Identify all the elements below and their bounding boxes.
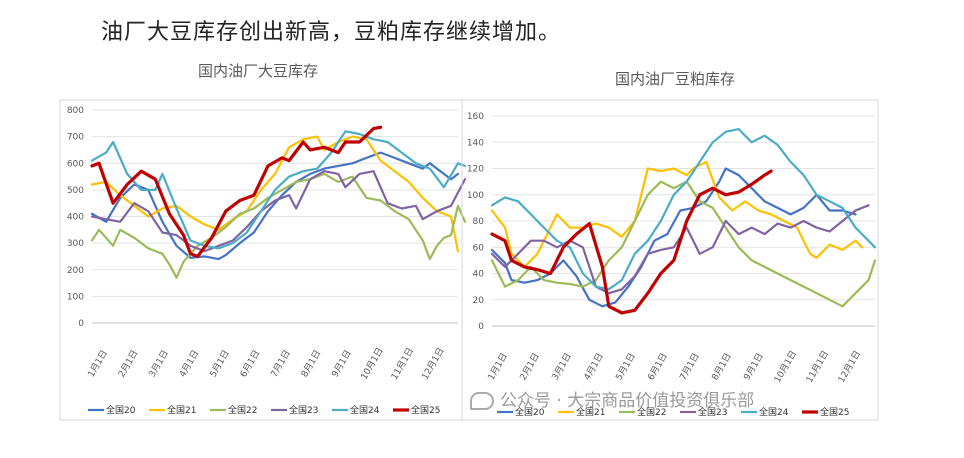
chart-1: 国内油厂大豆库存 0 100 200 300 400 500 600 700 800 1月1日 2月1… xyxy=(59,62,467,421)
y-tick-label: 160 xyxy=(467,112,484,122)
x-tick-label: 9月1日 xyxy=(330,348,354,379)
series-line-全国24 xyxy=(490,128,877,291)
y-tick-label: 80 xyxy=(473,217,485,227)
x-tick-label: 3月1日 xyxy=(550,351,574,382)
legend-label: 全国23 xyxy=(289,404,318,416)
y-tick-label: 100 xyxy=(467,191,484,201)
x-tick-label: 10月1日 xyxy=(772,349,799,385)
x-tick-label: 6月1日 xyxy=(646,351,670,382)
x-tick-label: 1月1日 xyxy=(486,351,510,382)
x-tick-label: 10月1日 xyxy=(359,346,386,382)
series-line-全国20 xyxy=(490,167,857,308)
y-tick-label: 60 xyxy=(473,243,485,253)
x-tick-label: 4月1日 xyxy=(582,351,606,382)
watermark-text: 公众号 · 大宗商品价值投资俱乐部 xyxy=(500,391,755,411)
x-tick-label: 8月1日 xyxy=(710,351,734,382)
y-tick-label: 120 xyxy=(467,165,484,175)
x-tick-label: 1月1日 xyxy=(86,348,110,379)
x-tick-label: 4月1日 xyxy=(177,348,201,379)
y-tick-label: 0 xyxy=(78,319,84,329)
x-tick-label: 9月1日 xyxy=(742,351,766,382)
headline: 油厂大豆库存创出新高，豆粕库存继续增加。 xyxy=(101,20,562,45)
series-line-全国22 xyxy=(90,172,467,279)
series-line-全国21 xyxy=(90,135,460,253)
y-tick-label: 600 xyxy=(67,159,84,169)
y-tick-label: 100 xyxy=(67,292,84,302)
legend-label: 全国24 xyxy=(350,404,380,416)
legend-label: 全国25 xyxy=(411,404,440,416)
x-tick-label: 5月1日 xyxy=(614,351,638,382)
y-tick-label: 700 xyxy=(67,133,84,143)
y-tick-label: 200 xyxy=(67,266,84,276)
legend-label: 全国21 xyxy=(576,406,605,418)
y-tick-label: 300 xyxy=(67,239,84,249)
x-tick-label: 12月1日 xyxy=(836,349,863,385)
x-tick-label: 2月1日 xyxy=(518,351,542,382)
x-tick-label: 11月1日 xyxy=(389,346,416,382)
y-tick-label: 500 xyxy=(67,186,84,196)
legend-label: 全国24 xyxy=(759,406,789,418)
y-tick-label: 0 xyxy=(478,322,484,332)
x-tick-label: 5月1日 xyxy=(208,348,232,379)
y-tick-label: 40 xyxy=(473,270,485,280)
wechat-icon xyxy=(470,392,494,410)
series-line-全国23 xyxy=(90,170,467,253)
watermark: 公众号 · 大宗商品价值投资俱乐部 xyxy=(470,386,754,411)
x-tick-label: 2月1日 xyxy=(116,348,140,379)
legend-label: 全国21 xyxy=(167,404,196,416)
x-tick-label: 6月1日 xyxy=(238,348,262,379)
chart-2: 国内油厂豆粕库存 0 20 40 60 80 100 120 140 160 1月1日 2月1日 3月1… xyxy=(461,70,879,421)
legend-label: 全国20 xyxy=(515,406,545,418)
x-tick-label: 8月1日 xyxy=(299,348,323,379)
x-tick-label: 12月1日 xyxy=(420,346,447,382)
legend-label: 全国25 xyxy=(820,406,849,418)
legend-label: 全国23 xyxy=(698,406,727,418)
y-tick-label: 20 xyxy=(473,296,485,306)
series-line-全国24 xyxy=(90,130,467,250)
y-tick-label: 400 xyxy=(67,213,84,223)
chart-title: 国内油厂大豆库存 xyxy=(198,62,318,80)
chart-title: 国内油厂豆粕库存 xyxy=(615,70,735,88)
x-tick-label: 7月1日 xyxy=(269,348,293,379)
y-tick-label: 140 xyxy=(467,138,484,148)
x-tick-label: 11月1日 xyxy=(804,349,831,385)
legend-label: 全国20 xyxy=(106,404,136,416)
y-tick-label: 800 xyxy=(67,106,84,116)
x-tick-label: 3月1日 xyxy=(147,348,171,379)
chart-frame xyxy=(461,99,879,421)
series-line-全国25 xyxy=(90,125,383,258)
series-line-全国25 xyxy=(490,169,773,315)
x-tick-label: 7月1日 xyxy=(678,351,702,382)
legend-label: 全国22 xyxy=(228,404,257,416)
series-line-全国21 xyxy=(490,160,864,268)
legend-label: 全国22 xyxy=(637,406,666,418)
